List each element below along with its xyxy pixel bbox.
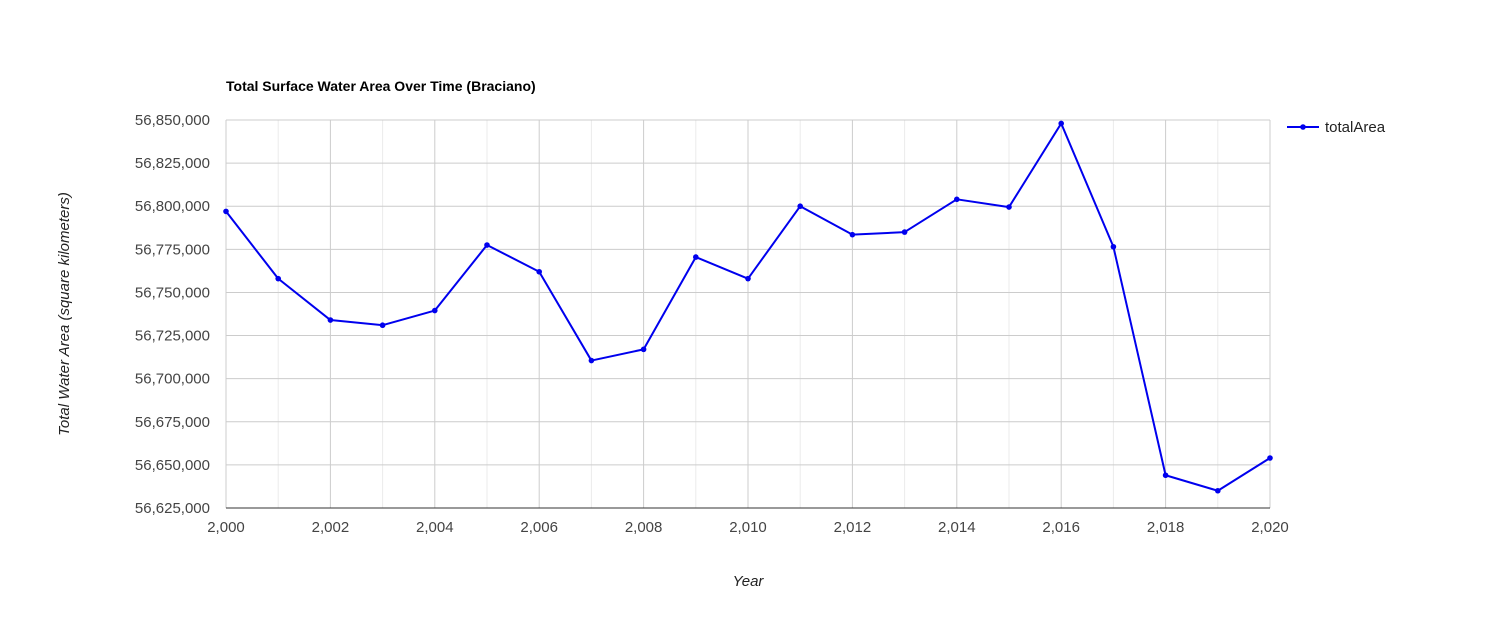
data-point[interactable] [275,275,282,282]
y-tick-label: 56,825,000 [135,155,210,172]
data-point[interactable] [640,346,647,353]
y-axis-ticks: 56,625,000 56,650,000 56,675,000 56,700,000… [135,112,210,517]
data-point[interactable] [797,203,803,210]
y-tick-label: 56,750,000 [135,284,210,301]
y-axis-title: Total Water Area (square kilometers) [56,192,73,436]
data-point[interactable] [1058,120,1064,127]
data-point[interactable] [745,275,751,282]
data-point[interactable] [379,322,386,329]
data-point[interactable] [536,268,542,275]
y-tick-label: 56,650,000 [135,457,210,474]
y-tick-label: 56,850,000 [135,112,210,129]
data-point[interactable] [327,317,334,323]
data-point[interactable] [484,242,490,248]
x-tick-label: 2,010 [729,519,767,536]
data-point[interactable] [693,254,699,260]
x-tick-label: 2,008 [625,519,663,536]
x-tick-label: 2,016 [1042,519,1080,536]
data-point[interactable] [432,307,438,314]
data-point[interactable] [223,208,229,215]
x-tick-label: 2,018 [1147,519,1185,536]
x-tick-label: 2,012 [834,519,872,536]
x-axis-title: Year [733,573,765,590]
y-tick-label: 56,775,000 [135,241,210,258]
data-point[interactable] [954,196,960,203]
legend-label: totalArea [1325,119,1386,136]
chart-title: Total Surface Water Area Over Time (Brac… [226,78,536,94]
series-layer [223,120,1273,494]
data-point[interactable] [588,357,595,364]
y-tick-label: 56,700,000 [135,371,210,388]
data-point[interactable] [1006,204,1012,210]
legend[interactable]: totalArea [1287,119,1386,136]
data-point[interactable] [1267,455,1273,461]
data-point[interactable] [1215,487,1221,494]
x-tick-label: 2,006 [520,519,558,536]
legend-marker [1300,124,1306,130]
x-tick-label: 2,002 [312,519,350,536]
data-point[interactable] [1162,472,1169,479]
data-point[interactable] [849,231,856,238]
grid [225,119,1271,509]
y-tick-label: 56,800,000 [135,198,210,215]
data-point[interactable] [901,229,908,235]
x-tick-label: 2,000 [207,519,245,536]
x-tick-label: 2,014 [938,519,976,536]
y-tick-label: 56,675,000 [135,414,210,431]
data-point[interactable] [1110,243,1117,250]
y-tick-label: 56,625,000 [135,500,210,517]
x-tick-label: 2,004 [416,519,454,536]
x-axis-ticks: 2,000 2,002 2,004 2,006 2,008 2,010 2,012 2,014… [207,519,1289,536]
x-tick-label: 2,020 [1251,519,1289,536]
y-tick-label: 56,725,000 [135,328,210,345]
